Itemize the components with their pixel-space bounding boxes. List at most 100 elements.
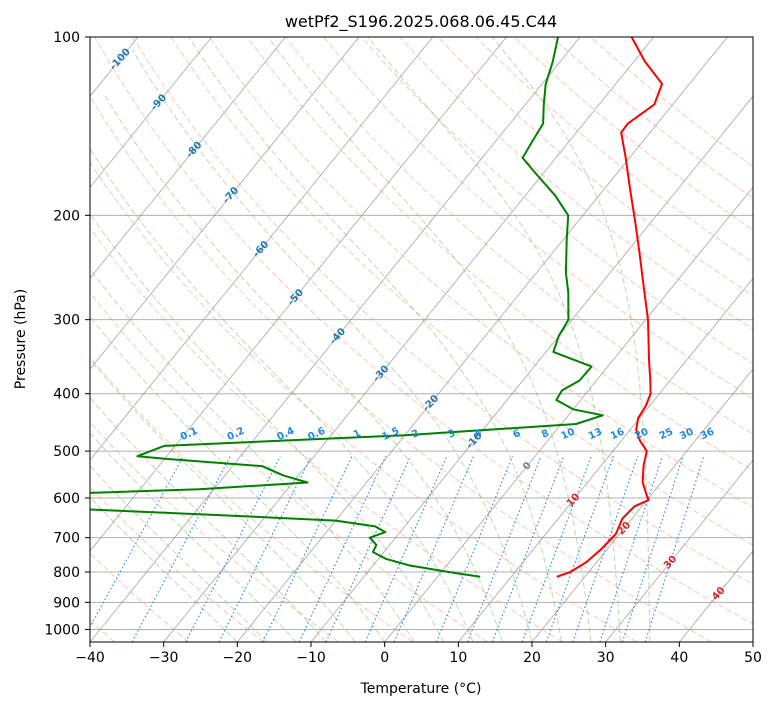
mixing-ratio-line: [572, 456, 639, 642]
chart-title: wetPf2_S196.2025.068.06.45.C44: [285, 12, 557, 32]
isotherm-line: [752, 641, 753, 642]
moist-adiabat-line: [90, 147, 474, 642]
moist-adiabat-line: [491, 37, 651, 642]
x-tick-label: 30: [597, 650, 615, 666]
isotherm-label: -90: [149, 92, 169, 113]
mixing-ratio-line: [185, 455, 281, 642]
x-tick-label: 50: [744, 650, 762, 666]
mixing-ratio-line: [131, 455, 231, 642]
dry-adiabat-line: [90, 291, 488, 642]
y-tick-label: 300: [53, 313, 80, 329]
dry-adiabat-line: [361, 37, 753, 365]
isotherm-line: [163, 37, 655, 642]
isotherm-line: [531, 368, 753, 642]
mixing-ratio-line: [599, 456, 663, 642]
mixing-ratio-label: 0.6: [306, 426, 327, 443]
isotherm-label: -100: [108, 47, 133, 73]
y-tick-label: 500: [53, 444, 80, 460]
y-tick-label: 600: [53, 491, 80, 507]
y-tick-label: 900: [53, 595, 80, 611]
mixing-ratio-label: 30: [678, 426, 695, 442]
moist-adiabat-line: [90, 268, 415, 642]
mixing-ratio-label: 16: [609, 426, 626, 442]
dry-adiabat-line: [437, 37, 753, 297]
isotherm-label: -80: [184, 140, 204, 161]
isotherm-line: [90, 37, 213, 188]
y-axis-ticks: 100 200 300 400 500 600 700 800 900 1000: [44, 30, 90, 638]
mixing-ratio-line: [393, 455, 475, 642]
isotherm-label: -30: [371, 364, 391, 385]
isotherm-line: [384, 186, 753, 642]
moist-adiabat-line: [90, 496, 238, 642]
isotherm-label: -50: [286, 287, 306, 308]
moist-adiabat-line: [90, 465, 268, 642]
mixing-ratio-label: 1: [352, 428, 363, 441]
mixing-ratio-label: 20: [633, 426, 650, 442]
reference-lines: [90, 37, 753, 642]
mixing-ratio-label: 6: [512, 428, 523, 441]
x-tick-label: 40: [670, 650, 688, 666]
moist-adiabat-line: [90, 432, 297, 642]
isotherm-line: [605, 459, 753, 642]
plot-frame: [89, 36, 754, 643]
x-tick-label: −10: [296, 650, 326, 666]
y-tick-label: 700: [53, 531, 80, 547]
mixing-ratio-label: 4: [473, 428, 484, 441]
dry-adiabat-line: [551, 37, 753, 199]
x-tick-label: −40: [75, 650, 105, 666]
x-tick-label: 20: [523, 650, 541, 666]
mixing-ratio-label: 0.2: [226, 426, 247, 443]
dry-adiabat-line: [90, 227, 563, 642]
mixing-ratio-line: [621, 456, 684, 642]
x-axis-ticks: −40 −30 −20 −10 0 10 20 30 40 50: [75, 642, 762, 666]
moist-adiabat-line: [103, 94, 503, 642]
profile-series: [90, 37, 664, 578]
isotherm-line: [90, 37, 581, 642]
mixing-ratio-line: [466, 455, 542, 642]
moist-adiabat-line: [90, 315, 386, 642]
x-tick-label: 10: [449, 650, 467, 666]
moist-adiabat-line: [90, 396, 327, 642]
moist-adiabat-line: [131, 49, 533, 642]
mixing-ratio-line: [364, 455, 448, 642]
dry-adiabat-line: [399, 37, 753, 330]
temperature-profile-line: [556, 37, 664, 578]
mixing-ratio-label: 8: [540, 428, 551, 441]
isotherm-line: [90, 37, 434, 461]
mixing-ratio-line: [435, 455, 513, 642]
isotherm-label: -60: [251, 239, 271, 260]
y-tick-label: 100: [53, 30, 80, 46]
isotherm-line: [237, 37, 728, 642]
mixing-ratio-label: 10: [560, 426, 577, 442]
mixing-ratio-label: 1.5: [381, 426, 402, 443]
dry-adiabat-line: [590, 37, 753, 168]
mixing-ratio-line: [644, 456, 705, 642]
moist-adiabat-line: [90, 212, 445, 642]
mixing-ratio-label: 25: [658, 426, 675, 442]
dry-adiabat-line: [90, 161, 638, 642]
isotherm-label: -20: [421, 393, 441, 414]
x-axis-label: Temperature (°C): [360, 681, 482, 697]
dry-adiabat-line: [90, 552, 190, 642]
mixing-ratio-label: 36: [699, 426, 716, 442]
isotherm-line: [90, 37, 286, 279]
mixing-ratio-label: 13: [587, 426, 604, 442]
moist-adiabat-line: [367, 37, 621, 642]
isotherm-line: [90, 37, 360, 370]
moist-adiabat-line: [267, 37, 592, 642]
reference-labels: -100-90-80-70-60-50-40-30-20-10010203040…: [108, 47, 728, 603]
isotherm-line: [458, 277, 753, 642]
dry-adiabat-line: [90, 486, 264, 642]
isotherm-label: -70: [221, 185, 241, 206]
grid-layer: [0, 37, 753, 642]
y-axis-label: Pressure (hPa): [13, 289, 29, 389]
mixing-ratio-line: [521, 456, 592, 642]
isotherm-line: [310, 95, 753, 642]
y-tick-label: 1000: [44, 622, 80, 638]
mixing-ratio-label: 0.1: [179, 426, 200, 443]
isotherm-line: [0, 37, 64, 642]
mixing-ratio-line: [491, 455, 565, 642]
mixing-ratio-label: 3: [446, 428, 457, 441]
dry-adiabat-line: [132, 37, 753, 585]
moist-adiabat-line: [188, 37, 562, 642]
